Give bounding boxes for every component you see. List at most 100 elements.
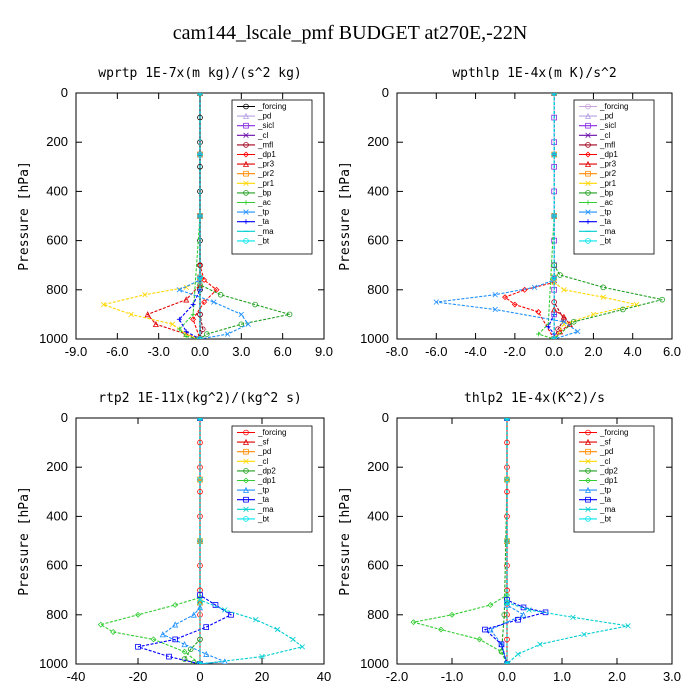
data-point [498,641,505,648]
legend-marker [243,506,249,512]
y-tick-label: 0 [382,410,389,425]
y-tick-label: 200 [367,134,389,149]
data-point [449,611,455,618]
y-axis-label: Pressure [hPa] [338,486,353,596]
legend-entry: _forcing [599,428,628,437]
data-point [252,301,258,308]
legend-marker [243,103,249,110]
data-point [659,296,665,303]
legend-entry: _tp [257,486,270,495]
x-tick-label: -2.0 [504,344,526,359]
y-tick-label: 1000 [39,331,68,346]
legend-marker [243,516,249,522]
data-point [557,272,563,278]
legend-entry: _sicl [599,121,616,130]
x-tick-label: -1.0 [441,669,463,684]
legend-entry: _ac [257,198,271,207]
legend-marker [584,160,592,167]
data-point [203,624,210,630]
y-tick-label: 1000 [360,656,389,671]
panel-3: rtp2 1E-11x(kg^2)/(kg^2 s) Pressure [hPa]… [17,391,331,684]
legend-marker [243,190,249,196]
legend-marker [585,458,591,464]
data-point [410,619,417,626]
series-line-bp [553,93,663,339]
data-point [504,661,510,664]
data-point [183,334,189,339]
data-point [197,592,203,598]
data-point [197,538,203,544]
legend-entry: _dp1 [257,476,276,485]
data-point [551,163,557,170]
x-tick-label: -6.0 [106,344,128,359]
y-axis-label: Pressure [hPa] [338,161,353,271]
data-point [181,656,188,662]
x-tick-label: 40 [317,669,331,684]
data-point [625,623,631,629]
y-tick-label: 800 [46,607,68,622]
y-tick-label: 400 [46,508,68,523]
x-tick-label: 1.0 [553,669,571,684]
data-point [560,313,568,320]
series-group [410,418,631,664]
legend-entry: _forcing [257,102,286,111]
legend-entry: _ta [257,495,270,504]
x-tick-label: 2.0 [608,669,626,684]
data-point [492,306,498,313]
data-point [504,418,510,421]
legend-marker [585,132,591,138]
legend-entry: _dp2 [599,466,618,475]
series-line-tp [161,418,226,664]
data-point [600,294,606,300]
legend: _forcing_pd_sicl_cl_mfl_dp1_pr3_pr2_pr1_… [231,99,313,255]
legend-entry: _forcing [257,428,286,437]
data-point [190,312,196,317]
x-tick-label: 6.0 [663,344,681,359]
legend-marker [585,170,591,177]
data-point [201,299,208,306]
data-point [511,301,518,308]
plot-frame [396,92,673,340]
x-tick-label: -3.0 [147,344,169,359]
x-tick-label: -2.0 [386,669,408,684]
y-tick-label: 400 [367,183,389,198]
x-tick-label: -8.0 [386,344,408,359]
series-line-ac [178,93,201,339]
legend-entry: _pd [599,112,613,121]
data-point [197,661,203,664]
legend-entry: _cl [257,131,268,140]
legend-entry: _bt [599,236,612,245]
x-tick-label: -20 [129,669,148,684]
legend-marker [585,238,591,244]
x-tick-label: 6.0 [274,344,292,359]
data-point [197,151,203,158]
legend-entry: _sf [257,438,269,447]
data-point [561,287,567,293]
legend-marker [585,506,591,512]
legend-marker [585,200,591,205]
legend-entry: _pr1 [599,179,617,188]
x-tick-label: 0.0 [498,669,516,684]
data-point [144,311,151,318]
x-tick-label: 20 [255,669,269,684]
legend-entry: _bt [257,514,270,523]
data-point [172,601,179,608]
legend-entry: _dp2 [257,466,276,475]
data-point [286,311,293,318]
data-point [204,331,210,337]
data-point [492,292,498,298]
x-tick-label: -4.0 [464,344,486,359]
panel-title: thlp2 1E-4x(K^2)/s [464,391,605,406]
data-point [290,636,296,643]
legend-marker [585,429,591,436]
legend-entry: _cl [257,457,268,466]
legend-marker [585,477,591,484]
x-tick-label: 0.0 [545,344,563,359]
data-point [561,319,567,325]
panel-title: wpthlp 1E-4x(m K)/s^2 [452,66,616,81]
data-point [504,476,510,483]
y-tick-label: 0 [61,410,68,425]
data-point [197,336,203,339]
legend-marker [585,103,591,110]
data-point [545,324,551,330]
